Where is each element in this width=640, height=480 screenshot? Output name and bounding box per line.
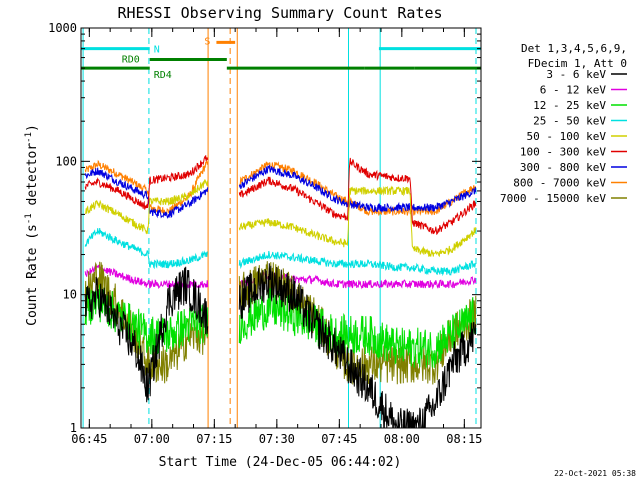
status-flags: N S RD0 RD4 [81,36,481,81]
y-tick-label: 10 [63,288,77,302]
legend-entry: 800 - 7000 keV [513,177,606,190]
series-line [238,263,477,429]
flag-label: RD4 [154,70,172,81]
legend-header: FDecim 1, Att 0 [528,57,627,70]
series-line [84,227,208,270]
series-line [238,164,477,214]
series-lines [84,155,477,429]
legend-entry: 25 - 50 keV [533,115,606,128]
legend-entry: 50 - 100 keV [527,130,607,143]
legend-entry: 7000 - 15000 keV [500,192,606,205]
flag-label: S [204,36,210,47]
series-line [238,288,477,368]
legend-header: Det 1,3,4,5,6,9, [521,42,627,55]
legend: Det 1,3,4,5,6,9, FDecim 1, Att 03 - 6 keV… [500,42,627,205]
legend-entry: 3 - 6 keV [546,68,606,81]
chart-title: RHESSI Observing Summary Count Rates [117,4,442,22]
series-line [238,157,477,236]
flag-label: RD0 [122,55,140,66]
flag-label: N [154,45,160,56]
x-tick-label: 07:00 [134,432,170,446]
series-line [238,250,477,277]
x-tick-label: 07:15 [196,432,232,446]
legend-entry: 12 - 25 keV [533,99,606,112]
x-tick-label: 08:00 [384,432,420,446]
y-tick-label: 100 [55,154,77,168]
axes: 06:45 07:00 07:15 07:30 07:45 08:00 08:15 1 10 10… [48,21,482,446]
x-tick-label: 06:45 [71,432,107,446]
series-line [84,167,209,219]
y-axis-label: Count Rate (s-1 detector-1) [24,124,40,326]
series-line [238,185,477,258]
legend-entry: 100 - 300 keV [520,146,606,159]
y-tick-label: 1 [70,421,77,435]
legend-entry: 300 - 800 keV [520,161,606,174]
plot-frame [80,27,482,429]
legend-entry: 6 - 12 keV [540,84,607,97]
x-tick-label: 07:30 [259,432,295,446]
x-tick-label: 07:45 [321,432,357,446]
series-line [84,155,209,210]
series-line [84,179,209,235]
y-tick-label: 1000 [48,21,77,35]
x-tick-label: 08:15 [446,432,482,446]
x-axis-label: Start Time (24-Dec-05 06:44:02) [159,455,402,470]
date-stamp: 22-Oct-2021 05:38 [554,469,636,478]
series-line [84,266,209,403]
